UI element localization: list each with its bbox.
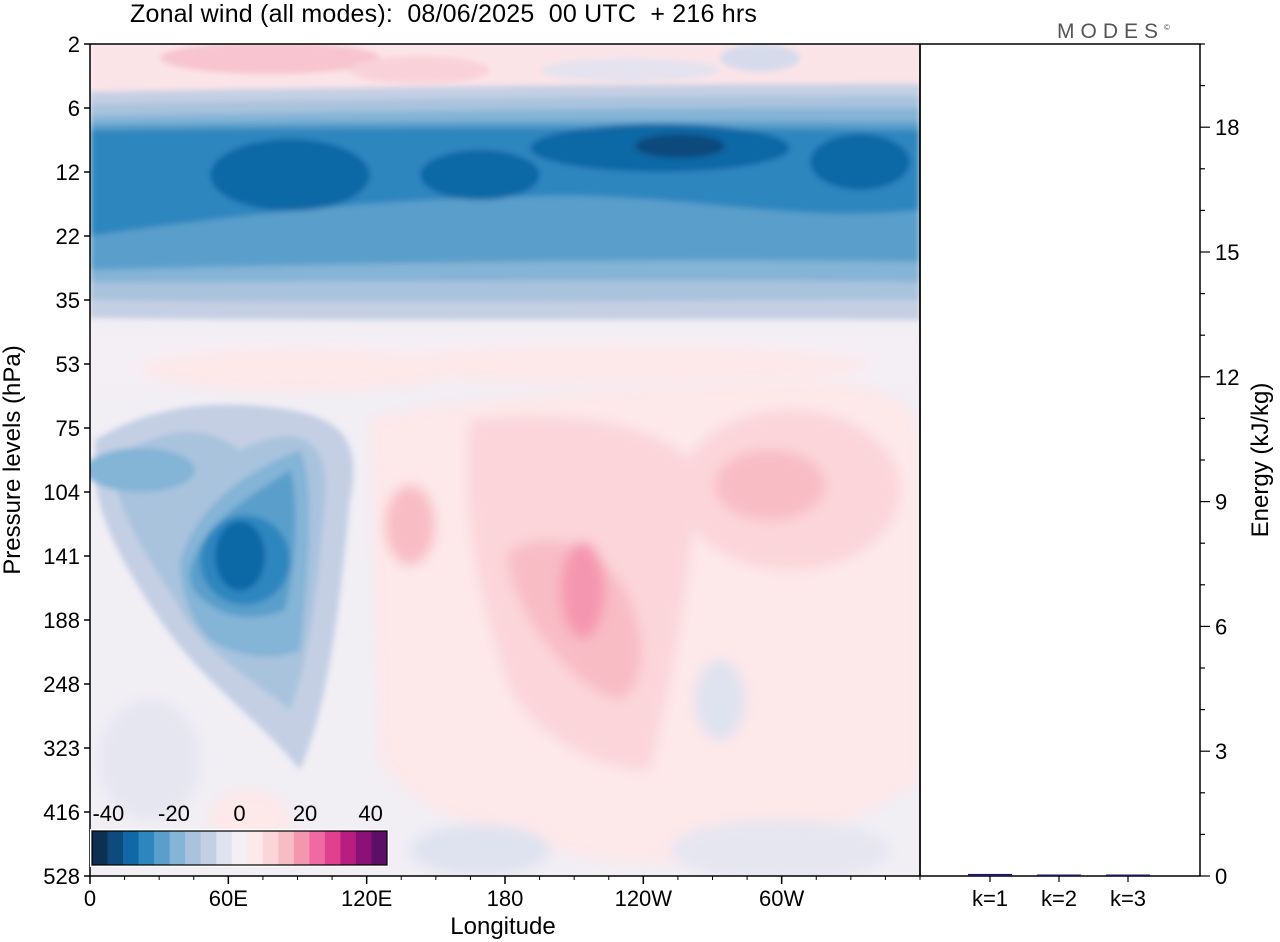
colorbar-tick-label: 40 (358, 801, 382, 826)
colorbar-swatch (154, 831, 171, 865)
energy-tick-label: 0 (1215, 864, 1227, 889)
x-tick-label: 60E (209, 886, 248, 911)
y-tick-label: 35 (56, 288, 80, 313)
y-tick-label: 188 (43, 608, 80, 633)
energy-tick-label: 6 (1215, 614, 1227, 639)
y-tick-label: 6 (68, 96, 80, 121)
energy-tick-label: 12 (1215, 365, 1239, 390)
band-top-blue-spot (540, 58, 720, 82)
y-tick-label: 22 (56, 224, 80, 249)
jet-core (420, 150, 540, 200)
colorbar-tick-label: -40 (92, 801, 124, 826)
lavender-patch (695, 660, 745, 740)
band-top-pink-core (160, 44, 380, 74)
pressure-axis: 2 6 12 22 35 53 75 104 141 188 248 323 416 528 (43, 32, 90, 889)
energy-tick-label: 9 (1215, 490, 1227, 515)
y-tick-label: 104 (43, 480, 80, 505)
colorbar-swatch (216, 831, 233, 865)
lower-strat-pink (370, 345, 870, 385)
y-tick-label: 2 (68, 32, 80, 57)
chart-title: Zonal wind (all modes): 08/06/2025 00 UT… (130, 0, 758, 28)
colorbar (90, 829, 389, 867)
y-tick-label: 416 (43, 800, 80, 825)
jet-core (810, 134, 910, 190)
energy-tick-label: 3 (1215, 739, 1227, 764)
y-tick-label: 53 (56, 352, 80, 377)
stratospheric-jet (90, 84, 920, 320)
y-axis-label: Pressure levels (hPa) (0, 345, 26, 574)
energy-category-label: k=1 (972, 886, 1008, 911)
colorbar-swatch (340, 831, 357, 865)
x-tick-label: 180 (487, 886, 524, 911)
colorbar-swatch (200, 831, 217, 865)
modes-logo: MODES© (1057, 20, 1170, 44)
x-tick-label: 60W (759, 886, 804, 911)
x-tick-label: 120E (341, 886, 392, 911)
energy-category-label: k=3 (1110, 886, 1146, 911)
lavender-patch (670, 820, 890, 876)
lower-strat-pink (140, 348, 460, 392)
westerly-core (715, 450, 825, 520)
lower-stratosphere (90, 335, 920, 392)
colorbar-swatch (262, 831, 279, 865)
lavender-patch (100, 700, 200, 820)
colorbar-swatch (138, 831, 155, 865)
colorbar-labels: -40 -20 0 20 40 (92, 801, 382, 826)
colorbar-swatch (185, 831, 202, 865)
colorbar-swatch (324, 831, 341, 865)
jet-core (210, 139, 370, 211)
westerly-peak (561, 542, 605, 638)
colorbar-frame (91, 830, 388, 866)
energy-tick-label: 15 (1215, 240, 1239, 265)
energy-axis-label: Energy (kJ/kg) (1247, 383, 1274, 538)
y-tick-label: 141 (43, 544, 80, 569)
colorbar-swatch (123, 831, 139, 865)
x-tick-label: 120W (615, 886, 673, 911)
colorbar-swatch (355, 831, 372, 865)
colorbar-swatch (92, 831, 108, 865)
logo-mark: © (1164, 23, 1170, 32)
colorbar-swatch (169, 831, 186, 865)
colorbar-swatch (371, 831, 388, 865)
band-top-pink-core (350, 56, 490, 84)
colorbar-swatch (231, 831, 248, 865)
longitude-axis: 0 60E 120E 180 120W 60W (84, 876, 921, 911)
energy-bar (1106, 874, 1150, 876)
colorbar-tick-label: 0 (233, 801, 245, 826)
y-tick-label: 248 (43, 672, 80, 697)
colorbar-swatch (293, 831, 310, 865)
colorbar-swatch (278, 831, 295, 865)
westerly-small-core (385, 485, 435, 565)
easterly-peak (215, 521, 265, 591)
x-axis-label: Longitude (450, 913, 555, 940)
y-tick-label: 12 (56, 160, 80, 185)
colorbar-swatch (107, 831, 124, 865)
logo-text: MODES (1057, 20, 1165, 43)
energy-tick-label: 18 (1215, 115, 1239, 140)
energy-bar (1037, 874, 1081, 876)
jet-peak (635, 134, 725, 158)
energy-panel-frame (919, 43, 1201, 877)
colorbar-swatch (309, 831, 326, 865)
energy-category-label: k=2 (1041, 886, 1077, 911)
lavender-patch (410, 825, 550, 875)
energy-bars: k=1 k=2 k=3 (968, 873, 1150, 911)
energy-bar (968, 873, 1012, 876)
zonal-wind-field (90, 44, 920, 876)
x-tick-label: 0 (84, 886, 96, 911)
y-tick-label: 323 (43, 736, 80, 761)
colorbar-tick-label: 20 (293, 801, 317, 826)
colorbar-tick-label: -20 (158, 801, 190, 826)
easterly-core-region (90, 404, 354, 770)
colorbar-swatch (247, 831, 264, 865)
energy-axis: 0 3 6 9 12 15 18 (1200, 43, 1239, 889)
y-tick-label: 528 (43, 864, 80, 889)
y-tick-label: 75 (56, 416, 80, 441)
westerly-region (370, 379, 920, 864)
easterly-arm (90, 448, 195, 492)
band-top-blue-spot (720, 44, 800, 72)
